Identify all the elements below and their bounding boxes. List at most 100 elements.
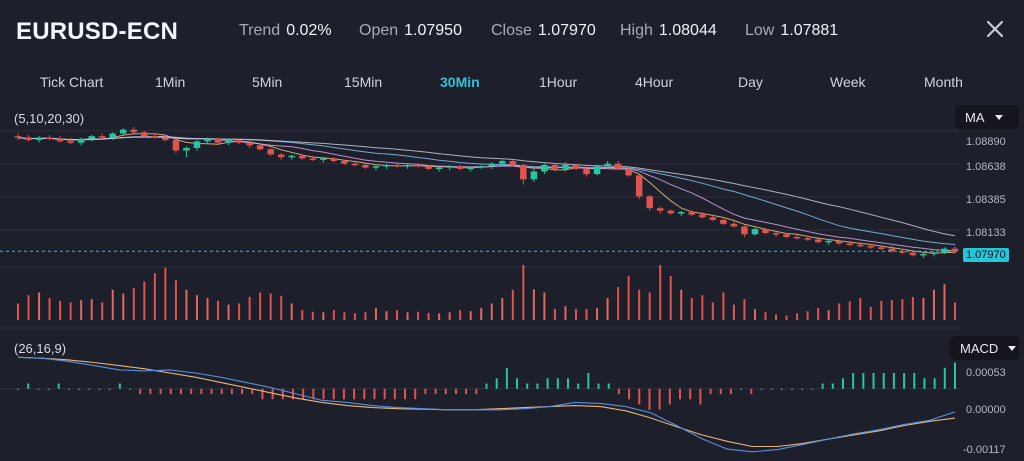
candle-body	[151, 136, 159, 138]
ma-line-5	[17, 133, 956, 254]
candle-body	[77, 138, 85, 143]
volume-bar	[890, 300, 893, 320]
macd-indicator-select[interactable]: MACD	[950, 336, 1019, 360]
tab-week[interactable]: Week	[830, 74, 866, 90]
macd-histogram-bar	[414, 388, 417, 400]
tab-5min[interactable]: 5Min	[252, 74, 283, 90]
volume-bar	[543, 292, 546, 320]
tab-1hour[interactable]: 1Hour	[539, 74, 578, 90]
close-icon	[986, 20, 1004, 38]
volume-bar	[385, 311, 388, 320]
chevron-down-icon	[1008, 345, 1017, 351]
candle-body	[793, 236, 801, 239]
volume-bar	[132, 288, 135, 320]
volume-bar	[553, 309, 556, 320]
volume-bar	[480, 307, 483, 320]
candle-body	[25, 137, 32, 141]
volume-bar	[617, 287, 620, 320]
tab-15min[interactable]: 15Min	[344, 74, 383, 90]
macd-histogram-bar	[903, 373, 906, 389]
candle-body	[14, 136, 22, 138]
tab-1min[interactable]: 1Min	[155, 74, 186, 90]
volume-bar	[332, 310, 335, 320]
candle-body	[762, 229, 769, 233]
ma-indicator-select[interactable]: MA	[955, 105, 1019, 129]
tab-day[interactable]: Day	[738, 74, 763, 90]
stat-value: 1.07970	[537, 22, 596, 39]
volume-bar	[206, 298, 209, 320]
macd-histogram-bar	[454, 388, 457, 394]
volume-bar	[238, 303, 241, 320]
candle-body	[351, 163, 359, 166]
macd-histogram-bar	[322, 388, 325, 400]
macd-histogram-bar	[139, 388, 142, 394]
volume-bar	[143, 281, 146, 320]
candle-body	[56, 138, 64, 142]
candle-body	[288, 155, 295, 158]
macd-histogram-bar	[88, 388, 91, 390]
tab-4hour[interactable]: 4Hour	[635, 74, 674, 90]
volume-bar	[48, 298, 51, 320]
volume-bar	[122, 293, 125, 320]
stat-value: 0.02%	[286, 22, 332, 39]
volume-bar	[574, 309, 577, 320]
volume-bar	[311, 311, 314, 320]
macd-histogram-bar	[933, 378, 936, 389]
macd-axis-label: 0.00053	[966, 367, 1006, 379]
price-axis-label: 1.08890	[966, 136, 1006, 148]
volume-bar	[59, 300, 62, 320]
volume-bar	[922, 298, 925, 320]
volume-bar	[659, 265, 662, 320]
volume-bar	[522, 265, 525, 320]
macd-histogram-bar	[954, 362, 956, 389]
volume-bar	[17, 303, 19, 320]
volume-bar	[785, 315, 788, 320]
volume-bar	[848, 301, 851, 320]
candle-body	[909, 252, 917, 256]
ma-select-label: MA	[965, 109, 985, 125]
volume-bar	[353, 313, 356, 320]
volume-bar	[711, 302, 714, 320]
macd-histogram-bar	[37, 388, 40, 390]
macd-histogram-bar	[831, 383, 834, 389]
macd-histogram-bar	[98, 388, 101, 390]
macd-histogram-bar	[271, 388, 274, 400]
volume-bar	[38, 292, 41, 320]
stat-low: Low 1.07881	[745, 22, 838, 40]
volume-bar	[690, 298, 693, 320]
macd-histogram-bar	[17, 388, 19, 390]
macd-histogram-bar	[129, 388, 132, 390]
macd-histogram-bar	[505, 367, 508, 389]
volume-bar	[406, 312, 409, 320]
macd-axis-label: 0.00000	[966, 404, 1006, 416]
volume-bar	[585, 309, 588, 320]
candle-body	[783, 234, 790, 237]
stat-value: 1.07950	[404, 22, 462, 39]
volume-bar	[954, 302, 956, 320]
close-button[interactable]	[984, 18, 1006, 40]
macd-histogram-bar	[118, 383, 121, 389]
tab-30min[interactable]: 30Min	[440, 74, 480, 90]
tab-tick-chart[interactable]: Tick Chart	[40, 74, 104, 90]
volume-bar	[796, 313, 799, 320]
macd-histogram-bar	[709, 388, 712, 394]
volume-bar	[859, 298, 862, 320]
candle-body	[751, 229, 759, 235]
macd-histogram-bar	[821, 383, 824, 389]
volume-bar	[638, 289, 641, 320]
macd-histogram-bar	[801, 388, 804, 390]
candle-body	[856, 244, 864, 247]
candle-body	[235, 140, 243, 143]
volume-bar	[80, 300, 83, 320]
candle-body	[214, 138, 222, 143]
candle-body	[941, 248, 948, 253]
candle-body	[383, 164, 390, 167]
volume-bar	[259, 292, 262, 320]
candle-body	[330, 158, 338, 162]
candle-body	[635, 175, 643, 197]
price-chart[interactable]	[0, 102, 1024, 461]
candle-body	[667, 210, 675, 214]
candle-body	[720, 219, 727, 224]
tab-month[interactable]: Month	[924, 74, 963, 90]
candle-body	[35, 137, 43, 141]
